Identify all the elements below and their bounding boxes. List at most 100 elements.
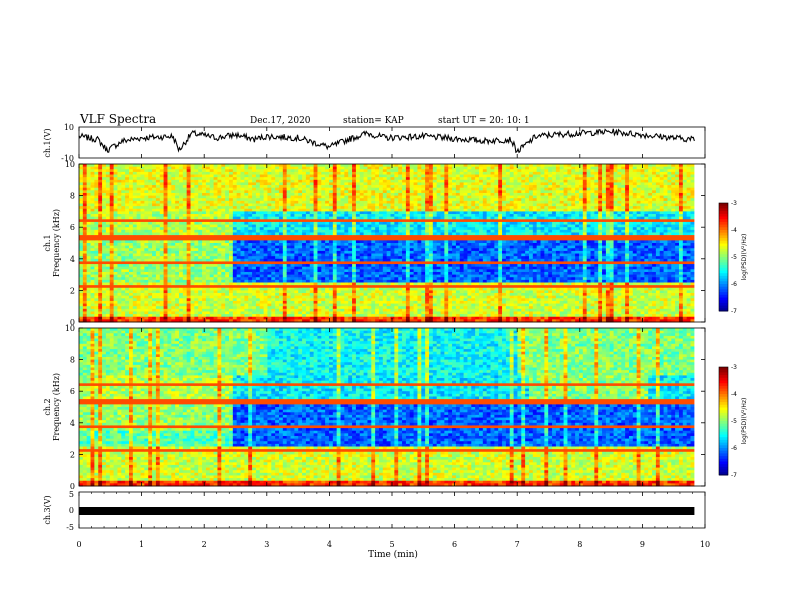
spectrogram-cell bbox=[140, 171, 145, 175]
spectrogram-cell bbox=[298, 174, 303, 178]
spectrogram-cell bbox=[255, 237, 261, 241]
spectrogram-cell bbox=[378, 245, 384, 249]
spectrogram-cell bbox=[275, 187, 280, 191]
spectrogram-cell bbox=[278, 206, 284, 210]
spectrogram-cell bbox=[375, 253, 380, 257]
spectrogram-cell bbox=[209, 316, 215, 320]
spectrogram-cell bbox=[248, 182, 253, 186]
spectrogram-cell bbox=[79, 211, 84, 215]
spectrogram-cell bbox=[236, 195, 241, 199]
spectrogram-cell bbox=[140, 216, 145, 220]
spectrogram-cell bbox=[198, 174, 203, 178]
spectrogram-cell bbox=[167, 298, 172, 302]
spectrogram-cell bbox=[275, 235, 280, 239]
spectrogram-cell bbox=[340, 274, 345, 278]
spectrogram-cell bbox=[163, 185, 168, 189]
spectrogram-cell bbox=[275, 206, 280, 210]
spectrogram-cell bbox=[209, 174, 215, 178]
spectrogram-cell bbox=[205, 177, 211, 181]
spectrogram-cell bbox=[167, 264, 172, 268]
spectrogram-cell bbox=[113, 221, 118, 225]
spectrogram-cell bbox=[317, 237, 322, 241]
spectrogram-cell bbox=[378, 266, 384, 270]
spectrogram-cell bbox=[125, 182, 130, 186]
spectrogram-cell bbox=[302, 185, 307, 189]
spectrogram-cell bbox=[332, 190, 338, 194]
spectrogram-cell bbox=[378, 224, 384, 228]
spectrogram-cell bbox=[271, 195, 276, 199]
spectrogram-cell bbox=[259, 185, 265, 189]
spectrogram-cell bbox=[271, 279, 276, 283]
spectrogram-cell bbox=[155, 164, 161, 168]
spectrogram-cell bbox=[175, 250, 180, 254]
spectrogram-cell bbox=[105, 232, 111, 236]
spectrogram-cell bbox=[352, 192, 357, 196]
spectrogram-cell bbox=[202, 177, 207, 181]
spectrogram-cell bbox=[163, 295, 168, 299]
spectrogram-cell bbox=[390, 174, 395, 178]
spectrogram-cell bbox=[255, 279, 261, 283]
spectrogram-cell bbox=[282, 190, 288, 194]
spectrogram-cell bbox=[382, 185, 388, 189]
spectrogram-cell bbox=[102, 282, 107, 286]
spectrogram-cell bbox=[228, 279, 234, 283]
spectrogram-cell bbox=[209, 166, 215, 170]
spectrogram-cell bbox=[202, 271, 207, 275]
spectrogram-cell bbox=[244, 192, 249, 196]
spectrogram-cell bbox=[198, 200, 203, 204]
spectrogram-cell bbox=[340, 195, 345, 199]
spectrogram-cell bbox=[213, 190, 218, 194]
spectrogram-cell bbox=[79, 185, 84, 189]
spectrogram-cell bbox=[305, 285, 311, 289]
spectrogram-cell bbox=[382, 306, 388, 310]
spectrogram-cell bbox=[232, 224, 238, 228]
spectrogram-cell bbox=[213, 277, 218, 281]
spectrogram-cell bbox=[340, 221, 345, 225]
spectrogram-cell bbox=[378, 221, 384, 225]
spectrogram-cell bbox=[336, 290, 341, 294]
spectrogram-cell bbox=[386, 274, 391, 278]
spectrogram-cell bbox=[105, 214, 111, 218]
spectrogram-cell bbox=[382, 285, 388, 289]
spectrogram-cell bbox=[132, 237, 138, 241]
spectrogram-cell bbox=[182, 261, 188, 265]
spectrogram-cell bbox=[163, 277, 168, 281]
spectrogram-cell bbox=[375, 200, 380, 204]
spectrogram-cell bbox=[148, 221, 153, 225]
spectrogram-cell bbox=[313, 245, 318, 249]
spectrogram-cell bbox=[244, 237, 249, 241]
spectrogram-cell bbox=[255, 274, 261, 278]
spectrogram-cell bbox=[367, 179, 372, 183]
spectrogram-cell bbox=[148, 169, 153, 173]
spectrogram-cell bbox=[355, 171, 361, 175]
spectrogram-cell bbox=[179, 271, 184, 275]
spectrogram-cell bbox=[278, 195, 284, 199]
spectrogram-cell bbox=[198, 295, 203, 299]
spectrogram-cell bbox=[144, 311, 149, 315]
spectrogram-cell bbox=[302, 248, 307, 252]
spectrogram-cell bbox=[136, 182, 141, 186]
spectrogram-cell bbox=[240, 264, 245, 268]
spectrogram-cell bbox=[163, 240, 168, 244]
spectrogram-cell bbox=[278, 293, 284, 297]
spectrogram-cell bbox=[159, 219, 165, 223]
spectrogram-cell bbox=[159, 187, 165, 191]
spectrogram-cell bbox=[209, 227, 215, 231]
spectrogram-cell bbox=[182, 300, 188, 304]
spectrogram-cell bbox=[121, 200, 126, 204]
spectrogram-cell bbox=[359, 253, 365, 257]
spectrogram-cell bbox=[109, 282, 115, 286]
spectrogram-cell bbox=[171, 227, 176, 231]
spectrogram-cell bbox=[132, 256, 138, 260]
spectrogram-cell bbox=[340, 287, 345, 291]
spectrogram-cell bbox=[305, 264, 311, 268]
spectrogram-cell bbox=[298, 308, 303, 312]
spectrogram-cell bbox=[371, 206, 376, 210]
spectrogram-cell bbox=[317, 298, 322, 302]
spectrogram-cell bbox=[240, 166, 245, 170]
spectrogram-cell bbox=[352, 261, 357, 265]
spectrogram-cell bbox=[225, 232, 230, 236]
spectrogram-cell bbox=[378, 192, 384, 196]
spectrogram-cell bbox=[213, 166, 218, 170]
spectrogram-cell bbox=[244, 229, 249, 233]
